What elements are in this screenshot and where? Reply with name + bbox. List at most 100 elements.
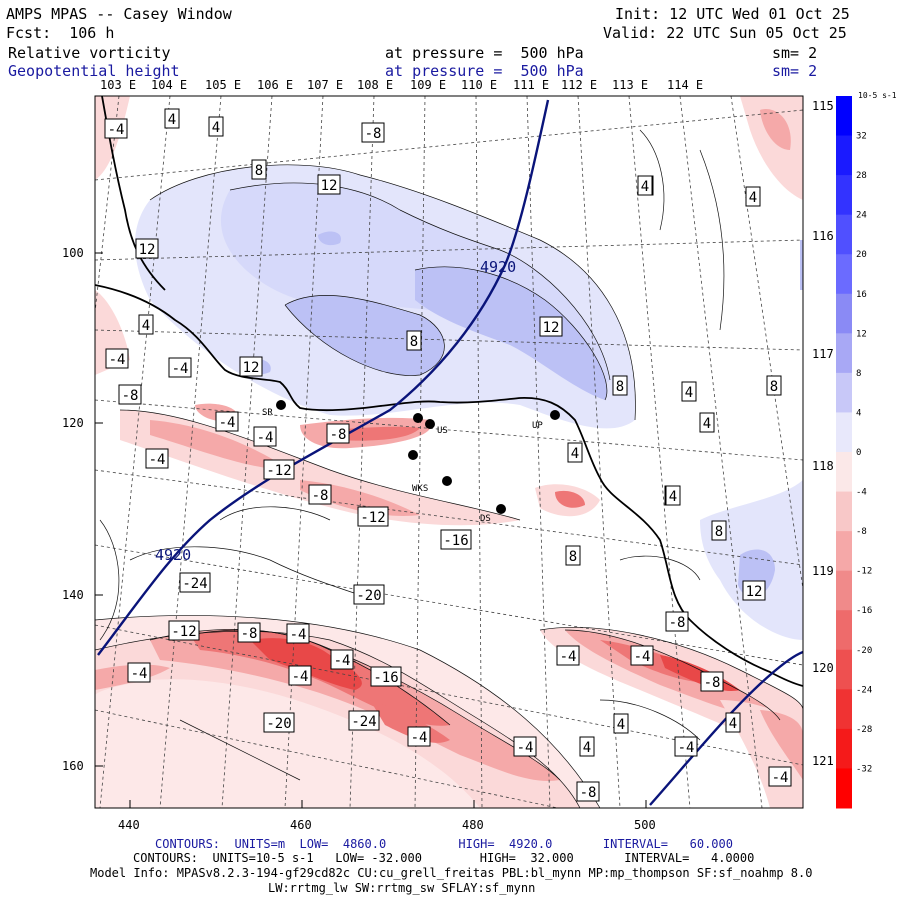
contour-label-negative-box	[127, 662, 151, 683]
contour-label-negative: -4	[172, 361, 189, 377]
contour-label-4-box	[208, 116, 224, 137]
contour-label-negative: -4	[290, 627, 307, 643]
colorbar-label: 0	[856, 448, 861, 458]
contour-label-positive: 8	[255, 163, 263, 179]
colorbar-swatch	[836, 96, 852, 137]
contour-label-negative-box	[513, 736, 537, 757]
contour-label-positive-box	[539, 316, 563, 337]
contour-label-negative-box	[357, 506, 389, 527]
contour-label-negative: -20	[266, 716, 291, 732]
contour-label-positive: 8	[410, 334, 418, 350]
colorbar-label: 4	[856, 408, 861, 418]
colorbar-label: 20	[856, 250, 867, 260]
contour-label-4: 4	[669, 489, 677, 505]
y-tick-160: 160	[62, 759, 84, 773]
contour-label-negative: -4	[292, 669, 309, 685]
contour-label-positive-box	[711, 520, 727, 541]
contour-label-negative-box	[630, 645, 654, 666]
station-marker-up[interactable]	[550, 410, 560, 420]
footer-vorticity-contours: CONTOURS: UNITS=10-5 s-1 LOW= -32.000 HI…	[133, 851, 755, 865]
contour-label-negative: -12	[266, 463, 291, 479]
top-lon-label: 114 E	[667, 78, 704, 92]
colorbar-swatch	[836, 412, 852, 453]
contour-label-positive: 12	[321, 178, 338, 194]
top-lon-label: 106 E	[257, 78, 294, 92]
contour-label-positive: 12	[746, 584, 763, 600]
contour-label-4-box	[613, 713, 629, 734]
colorbar-swatch	[836, 372, 852, 413]
contour-label-positive-box	[251, 159, 267, 180]
contour-label-negative-box	[556, 645, 580, 666]
top-lon-label: 113 E	[612, 78, 649, 92]
colorbar-swatch	[836, 689, 852, 730]
contour-label-positive: 8	[715, 524, 723, 540]
contour-label-positive-box	[406, 330, 422, 351]
colorbar-label: -8	[856, 527, 867, 537]
station-marker-ds[interactable]	[496, 504, 506, 514]
colorbar-swatch	[836, 491, 852, 532]
contour-labels: 81212128128444884812848-4-8-4-4-8-4-8-12…	[104, 108, 792, 802]
x-tick-440: 440	[118, 818, 140, 832]
contour-label-negative: -8	[122, 388, 139, 404]
station-marker-sr[interactable]	[276, 400, 286, 410]
top-lon-label: 103 E	[100, 78, 137, 92]
stations: SR US DS UP WKS	[262, 400, 560, 524]
contour-label-positive-box	[742, 580, 766, 601]
contour-label-4: 4	[168, 112, 176, 128]
contour-label-negative-box	[330, 649, 354, 670]
contour-label-4: 4	[617, 717, 625, 733]
station-marker-b[interactable]	[425, 419, 435, 429]
contour-label-negative: -4	[131, 666, 148, 682]
colorbar-label: 32	[856, 132, 867, 142]
colorbar-swatch	[836, 649, 852, 690]
colorbar-swatch	[836, 254, 852, 295]
colorbar-swatch	[836, 570, 852, 611]
height-label-4920-north: 4920	[480, 258, 516, 276]
contour-label-negative-box	[105, 348, 129, 369]
contour-label-4-box	[637, 175, 653, 196]
forecast-hour: Fcst: 106 h	[6, 24, 115, 42]
contour-label-negative: -12	[360, 510, 385, 526]
contour-label-positive: 12	[543, 320, 560, 336]
station-label-sr: SR	[262, 408, 273, 418]
colorbar-label: 12	[856, 329, 867, 339]
colorbar-label: -4	[856, 488, 867, 498]
field1-level: at pressure = 500 hPa	[385, 44, 584, 62]
colorbar-swatch	[836, 175, 852, 216]
contour-label-negative: -4	[334, 653, 351, 669]
contour-label-negative: -8	[580, 785, 597, 801]
colorbar-label: -32	[856, 764, 872, 774]
colorbar-swatch	[836, 135, 852, 176]
contour-label-negative-box	[118, 384, 142, 405]
contour-label-negative: -4	[560, 649, 577, 665]
contour-label-positive: 4	[571, 446, 579, 462]
axis-ticks	[95, 252, 647, 808]
contour-label-negative-box	[576, 781, 600, 802]
contour-label-negative-box	[674, 736, 698, 757]
contour-label-negative: -16	[443, 533, 468, 549]
contour-label-4-box	[164, 108, 180, 129]
contour-label-4: 4	[729, 716, 737, 732]
contour-label-positive-box	[138, 314, 154, 335]
colorbar-swatch	[836, 531, 852, 572]
contour-label-4: 4	[212, 120, 220, 136]
chart-title: AMPS MPAS -- Casey Window	[6, 5, 232, 23]
station-marker-c[interactable]	[408, 450, 418, 460]
top-lon-label: 105 E	[205, 78, 242, 92]
footer-height-contours: CONTOURS: UNITS=m LOW= 4860.0 HIGH= 4920…	[155, 837, 733, 851]
contour-label-negative: -8	[241, 626, 258, 642]
contour-label-negative: -4	[634, 649, 651, 665]
colorbar-swatch	[836, 728, 852, 769]
top-lon-label: 109 E	[410, 78, 447, 92]
y-tick-140: 140	[62, 588, 84, 602]
station-marker-a[interactable]	[413, 413, 423, 423]
contour-label-positive: 12	[243, 360, 260, 376]
station-marker-wks[interactable]	[442, 476, 452, 486]
field1-smoothing: sm= 2	[772, 44, 818, 62]
colorbar-label: 8	[856, 369, 861, 379]
contour-label-negative-box	[168, 620, 200, 641]
colorbar-label: -28	[856, 725, 872, 735]
contour-label-negative: -4	[772, 770, 789, 786]
colorbar-label: 24	[856, 211, 867, 221]
contour-label-negative: -4	[149, 452, 166, 468]
